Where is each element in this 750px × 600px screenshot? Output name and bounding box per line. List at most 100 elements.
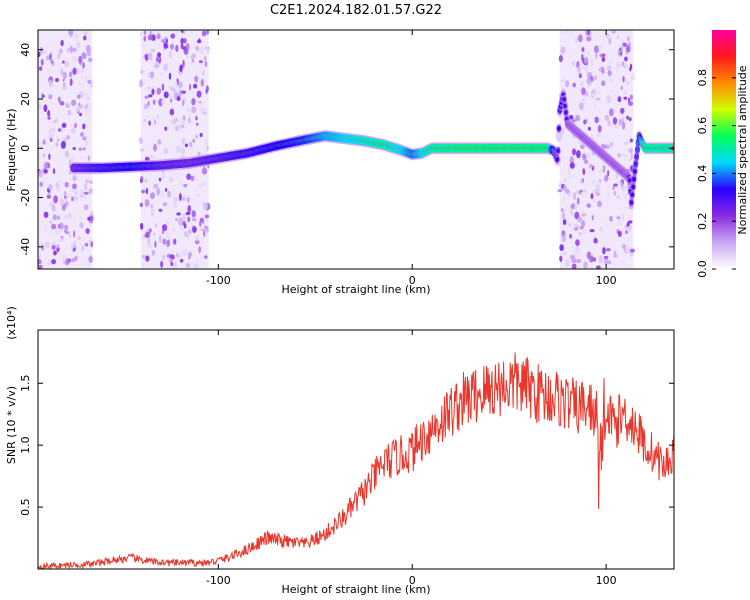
noise-speck xyxy=(82,62,85,69)
noise-speck xyxy=(170,33,176,39)
spectrogram-y-ticks: -40 -20 0 20 40 xyxy=(19,43,674,256)
noise-speck xyxy=(184,143,188,148)
noise-speck xyxy=(186,196,190,203)
noise-speck xyxy=(580,64,586,70)
noise-speck xyxy=(81,52,87,60)
noise-speck xyxy=(596,133,602,137)
noise-speck xyxy=(157,52,162,58)
noise-speck xyxy=(58,236,63,243)
noise-speck xyxy=(593,189,598,195)
noise-speck xyxy=(617,96,622,103)
noise-speck xyxy=(560,208,564,213)
noise-speck xyxy=(579,177,583,185)
noise-speck xyxy=(579,102,584,110)
x-tick-label: 100 xyxy=(596,574,617,587)
noise-speck xyxy=(578,44,582,49)
trace-core xyxy=(563,103,567,109)
noise-speck xyxy=(67,109,72,116)
noise-speck xyxy=(605,248,611,252)
noise-speck xyxy=(602,164,606,173)
noise-speck xyxy=(577,66,581,73)
noise-band-1 xyxy=(140,30,209,269)
noise-speck xyxy=(572,148,577,156)
noise-speck xyxy=(46,194,51,199)
noise-speck xyxy=(594,74,597,81)
noise-speck xyxy=(179,126,183,133)
trace-core xyxy=(632,176,636,182)
noise-speck xyxy=(172,193,175,201)
noise-speck xyxy=(572,60,575,66)
noise-speck xyxy=(146,86,152,91)
noise-speck xyxy=(599,226,604,232)
noise-speck xyxy=(78,55,83,64)
noise-speck xyxy=(628,117,632,122)
noise-speck xyxy=(558,182,562,188)
noise-speck xyxy=(177,251,182,260)
noise-speck xyxy=(76,67,80,75)
noise-speck xyxy=(61,60,65,64)
noise-speck xyxy=(74,34,79,39)
noise-speck xyxy=(196,192,201,198)
noise-speck xyxy=(198,60,203,64)
noise-speck xyxy=(47,259,52,266)
noise-speck xyxy=(557,188,563,193)
noise-speck xyxy=(183,183,188,188)
noise-speck xyxy=(607,94,610,99)
noise-speck xyxy=(157,139,162,145)
noise-speck xyxy=(594,116,599,124)
noise-speck xyxy=(180,42,184,50)
noise-speck xyxy=(180,30,184,33)
trace-core xyxy=(562,97,566,102)
noise-speck xyxy=(595,265,601,269)
trace-core xyxy=(634,154,639,159)
noise-speck xyxy=(139,222,144,230)
colorbar-label: Normalized spectral amplitude xyxy=(736,65,749,234)
noise-speck xyxy=(62,71,67,80)
noise-speck xyxy=(70,244,74,249)
noise-speck xyxy=(59,198,64,206)
noise-speck xyxy=(191,106,197,114)
colorbar-ticks: 0.0 0.2 0.4 0.6 0.8 xyxy=(696,69,736,278)
noise-speck xyxy=(608,215,613,222)
noise-speck xyxy=(166,219,169,227)
noise-speck xyxy=(591,214,594,221)
noise-speck xyxy=(86,106,91,113)
noise-speck xyxy=(188,141,193,148)
noise-speck xyxy=(623,90,628,95)
noise-speck xyxy=(181,99,185,107)
noise-speck xyxy=(200,107,205,114)
noise-speck xyxy=(205,46,210,54)
trace-core xyxy=(564,110,568,115)
spectrogram-x-ticks: -100 0 100 xyxy=(206,30,617,287)
noise-speck xyxy=(161,83,165,91)
noise-speck xyxy=(86,92,89,98)
noise-speck xyxy=(169,108,175,116)
noise-speck xyxy=(47,110,51,117)
noise-speck xyxy=(148,94,153,98)
noise-speck xyxy=(203,255,208,259)
trace-core xyxy=(556,148,560,153)
noise-speck xyxy=(71,47,77,53)
noise-speck xyxy=(66,47,70,53)
noise-speck xyxy=(55,78,59,83)
noise-speck xyxy=(203,55,207,62)
snr-series-line xyxy=(38,352,674,569)
noise-speck xyxy=(64,150,69,158)
frequency-trace xyxy=(69,88,674,209)
noise-speck xyxy=(38,66,43,71)
noise-speck xyxy=(161,172,166,180)
noise-speck xyxy=(60,39,64,47)
noise-speck xyxy=(607,70,612,76)
noise-speck xyxy=(628,41,631,48)
noise-speck xyxy=(169,176,173,183)
noise-speck xyxy=(62,254,67,262)
noise-speck xyxy=(78,215,83,221)
noise-speck xyxy=(82,123,86,130)
noise-speck xyxy=(85,228,90,234)
noise-speck xyxy=(38,264,43,269)
noise-speck xyxy=(78,81,81,87)
noise-speck xyxy=(68,158,72,167)
noise-speck xyxy=(588,167,593,174)
noise-speck xyxy=(629,67,632,72)
noise-speck xyxy=(561,79,566,83)
